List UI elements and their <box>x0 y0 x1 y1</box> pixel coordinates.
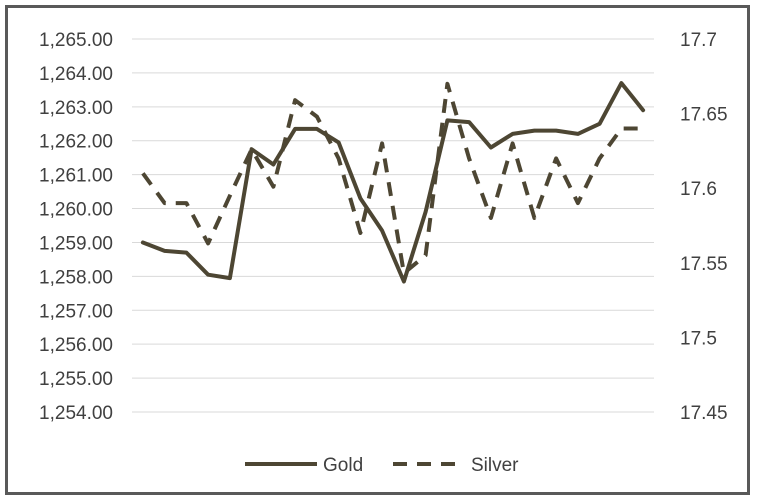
right-axis-tick-labels: 17.45 17.5 17.55 17.6 17.65 17.7 <box>680 30 728 424</box>
left-tick-label: 1,260.00 <box>39 200 113 221</box>
left-tick-label: 1,261.00 <box>39 166 113 187</box>
left-tick-label: 1,259.00 <box>39 233 113 254</box>
left-tick-label: 1,255.00 <box>39 369 113 390</box>
legend: Gold Silver <box>245 455 519 476</box>
right-tick-label: 17.55 <box>680 254 728 275</box>
right-tick-label: 17.5 <box>680 328 717 349</box>
left-tick-label: 1,257.00 <box>39 301 113 322</box>
left-axis-tick-labels: 1,254.00 1,255.00 1,256.00 1,257.00 1,258.00… <box>39 30 113 424</box>
series-line-silver <box>141 81 644 276</box>
right-tick-label: 17.45 <box>680 403 728 424</box>
right-tick-label: 17.6 <box>680 179 717 200</box>
left-tick-label: 1,263.00 <box>39 98 113 119</box>
left-tick-label: 1,254.00 <box>39 403 113 424</box>
gridlines <box>132 38 654 413</box>
left-tick-label: 1,264.00 <box>39 64 113 85</box>
legend-label-silver: Silver <box>471 455 519 476</box>
left-tick-label: 1,258.00 <box>39 267 113 288</box>
series-lines <box>140 81 646 284</box>
left-tick-label: 1,256.00 <box>39 335 113 356</box>
right-tick-label: 17.65 <box>680 105 728 126</box>
left-tick-label: 1,262.00 <box>39 132 113 153</box>
right-tick-label: 17.7 <box>680 30 717 51</box>
series-line-gold <box>140 81 646 284</box>
legend-label-gold: Gold <box>323 455 363 476</box>
left-tick-label: 1,265.00 <box>39 30 113 51</box>
